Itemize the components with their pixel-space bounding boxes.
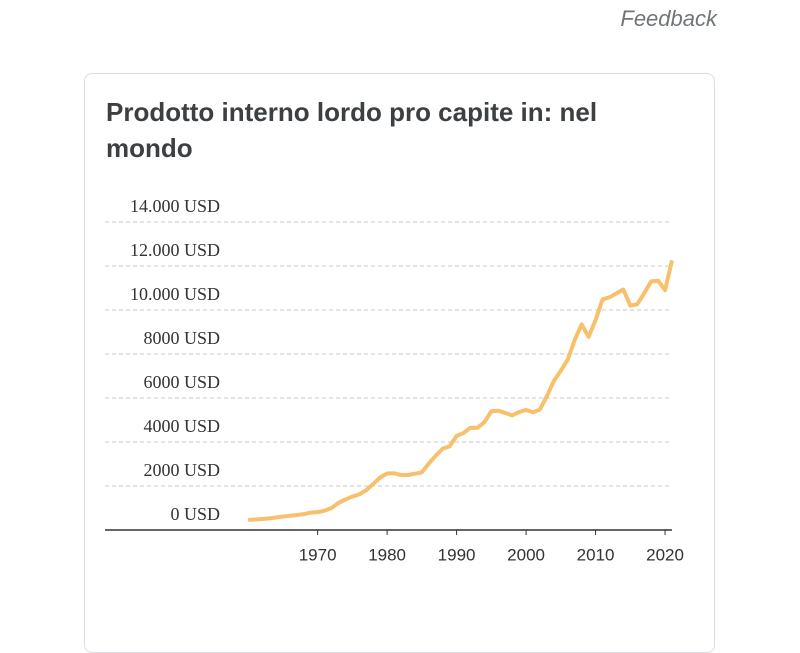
y-tick-label: 2000 USD — [143, 460, 220, 480]
feedback-link[interactable]: Feedback — [620, 6, 717, 31]
y-tick-label: 8000 USD — [143, 328, 220, 348]
y-tick-label: 0 USD — [170, 504, 220, 524]
x-tick-label: 1970 — [299, 545, 337, 564]
y-tick-label: 12.000 USD — [130, 240, 220, 260]
x-tick-label: 2010 — [577, 545, 615, 564]
x-tick-label: 1990 — [438, 545, 476, 564]
x-tick-label: 2020 — [646, 545, 684, 564]
y-tick-label: 10.000 USD — [130, 284, 220, 304]
data-line — [248, 259, 674, 522]
y-tick-label: 6000 USD — [143, 372, 220, 392]
x-tick-label: 2000 — [507, 545, 545, 564]
y-tick-label: 14.000 USD — [130, 196, 220, 216]
chart: 0 USD 2000 USD 4000 USD 6000 USD 8000 USD 10.… — [105, 196, 684, 564]
page: Feedback Prodotto interno lordo pro capi… — [84, 6, 717, 653]
x-tick-label: 1980 — [368, 545, 406, 564]
y-tick-label: 4000 USD — [143, 416, 220, 436]
chart-title: Prodotto interno lordo pro capite in: ne… — [106, 97, 598, 163]
